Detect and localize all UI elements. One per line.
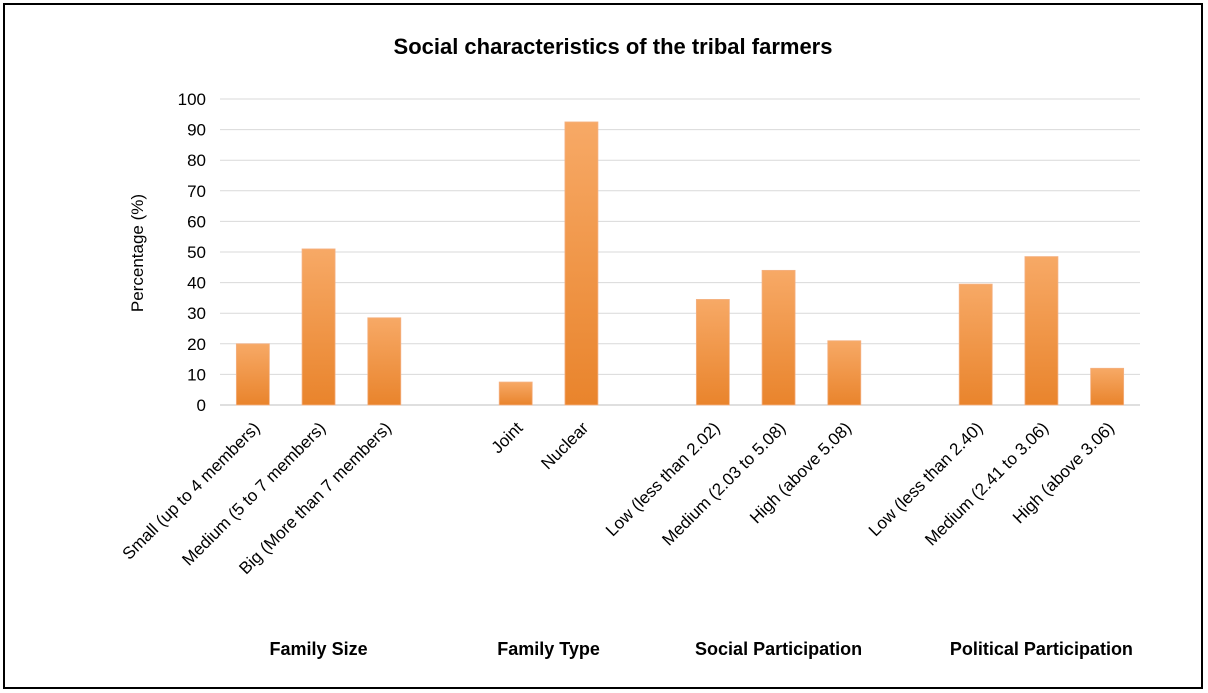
chart-frame: [3, 3, 1203, 689]
y-tick-label: 50: [187, 243, 206, 262]
x-tick-label: Low (less than 2.40): [865, 418, 987, 540]
group-label: Political Participation: [950, 639, 1133, 659]
y-tick-label: 100: [178, 90, 206, 109]
y-tick-label: 10: [187, 365, 206, 384]
bar: [1024, 256, 1059, 406]
x-axis-ticks: Small (up to 4 members)Medium (5 to 7 me…: [119, 418, 1118, 578]
y-tick-label: 0: [197, 396, 206, 415]
bar: [564, 121, 599, 406]
bar: [761, 269, 796, 406]
y-axis-label: Percentage (%): [128, 194, 147, 312]
y-tick-label: 60: [187, 212, 206, 231]
y-tick-label: 90: [187, 121, 206, 140]
bar: [827, 340, 862, 406]
gridlines: [220, 98, 1140, 406]
x-tick-label: Low (less than 2.02): [602, 418, 724, 540]
x-tick-label: Nuclear: [537, 418, 592, 473]
group-label: Social Participation: [695, 639, 862, 659]
x-tick-label: Medium (2.03 to 5.08): [658, 418, 789, 549]
chart-title: Social characteristics of the tribal far…: [394, 34, 833, 59]
group-labels: Family Size Family Type Social Participati…: [270, 639, 1133, 659]
y-tick-label: 20: [187, 335, 206, 354]
y-tick-label: 70: [187, 182, 206, 201]
x-tick-label: Joint: [488, 418, 527, 457]
bar: [235, 343, 270, 406]
x-tick-label: Small (up to 4 members): [119, 418, 264, 563]
group-label: Family Size: [270, 639, 368, 659]
group-label: Family Type: [497, 639, 600, 659]
y-axis-ticks: 0 10 20 30 40 50 60 70 80 90 100: [178, 90, 206, 415]
bars: [235, 121, 1125, 406]
y-tick-label: 80: [187, 151, 206, 170]
x-tick-label: Medium (2.41 to 3.06): [921, 418, 1052, 549]
bar: [367, 317, 402, 406]
bar: [498, 381, 533, 406]
y-tick-label: 40: [187, 274, 206, 293]
y-tick-label: 30: [187, 304, 206, 323]
bar: [695, 299, 730, 406]
bar: [301, 248, 336, 406]
bar: [958, 283, 993, 406]
bar: [1090, 367, 1125, 406]
